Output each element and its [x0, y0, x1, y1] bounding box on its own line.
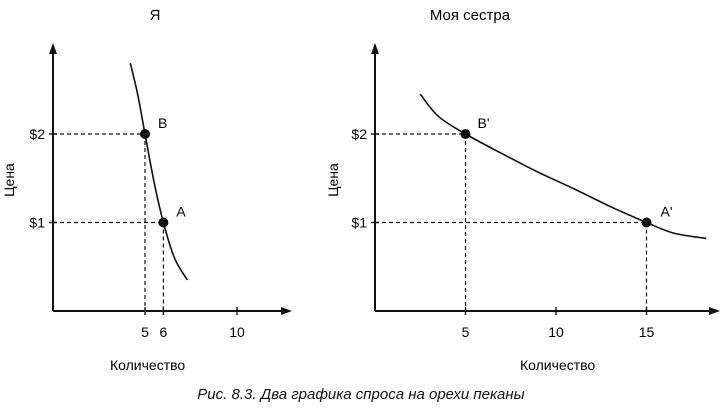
chart1-point-1 [158, 217, 169, 228]
chart2-x-tick-label-0: 5 [462, 324, 470, 340]
chart2-x-tick-label-2: 15 [639, 324, 655, 340]
chart1-x-tick-label-2: 10 [229, 324, 245, 340]
figure-caption: Рис. 8.3. Два графика спроса на орехи пе… [197, 386, 525, 403]
chart1-title: Я [150, 7, 161, 24]
chart1-y-axis-arrow [49, 43, 57, 54]
chart2-y-tick-label-0: $1 [351, 215, 367, 231]
chart2-title: Моя сестра [430, 7, 511, 24]
chart2-point-0 [460, 129, 471, 139]
chart2-point-1 [641, 217, 652, 228]
chart2-y-tick-label-1: $2 [351, 126, 367, 142]
chart1-x-tick-label-0: 5 [141, 324, 149, 340]
chart1-x-tick-label-1: 6 [160, 324, 168, 340]
chart1-point-label-0: B [158, 115, 167, 131]
chart1-point-label-1: A [176, 204, 186, 220]
chart2-demand-curve [419, 93, 707, 240]
chart2-y-axis-arrow [371, 43, 379, 54]
chart1-x-axis-arrow [281, 307, 292, 315]
chart1-y-tick-label-0: $1 [29, 215, 45, 231]
chart2-point-label-1: A' [661, 204, 673, 220]
chart1-demand-curve [129, 63, 189, 281]
chart2-x-axis-arrow [709, 307, 720, 315]
chart2-y-label: Цена [325, 163, 341, 197]
chart2-x-tick-label-1: 10 [548, 324, 564, 340]
chart1-point-0 [140, 129, 150, 139]
chart1-x-label: Количество [110, 357, 185, 373]
chart2-point-label-0: B' [478, 115, 490, 131]
chart2-x-label: Количество [520, 357, 595, 373]
chart1-y-tick-label-1: $2 [29, 126, 45, 142]
chart1-y-label: Цена [1, 163, 17, 197]
